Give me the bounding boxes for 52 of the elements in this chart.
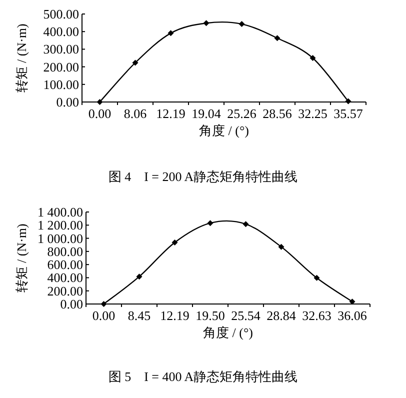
y-tick-label: 0.00	[60, 296, 83, 312]
point	[274, 35, 280, 42]
x-tick-label: 25.26	[227, 106, 257, 121]
point	[96, 99, 103, 105]
point	[345, 98, 352, 104]
y-tick-label: 500.00	[43, 6, 79, 22]
point	[168, 30, 174, 36]
point	[314, 274, 320, 281]
x-tick-label: 32.25	[298, 106, 328, 121]
text: 图 4 I = 200 A静态矩角特性曲线	[108, 169, 298, 184]
x-tick-label: 8.45	[128, 308, 151, 323]
point	[238, 21, 245, 28]
y-tick-label: 400.00	[43, 24, 79, 40]
point	[310, 55, 316, 61]
y-tick-label: 200.00	[43, 59, 79, 74]
point	[100, 301, 107, 307]
text: 图 5 I = 400 A静态矩角特性曲线	[108, 369, 298, 384]
x-axis-title: 角度 / (°)	[199, 123, 249, 138]
x-tick-label: 19.50	[196, 308, 225, 323]
point	[172, 239, 178, 246]
point	[203, 20, 210, 26]
point	[349, 298, 356, 305]
x-axis-title: 角度 / (°)	[203, 325, 253, 340]
x-tick-label: 28.84	[266, 308, 296, 323]
y-tick-label: 1 200.00	[38, 218, 83, 233]
x-tick-label: 28.56	[262, 106, 292, 121]
y-axis-title: 转矩 / (N·m)	[14, 224, 29, 292]
point	[278, 244, 284, 250]
y-tick-label: 300.00	[43, 42, 79, 57]
x-tick-label: 0.00	[92, 308, 116, 323]
x-tick-label: 0.00	[88, 106, 112, 121]
x-tick-label: 12.19	[156, 106, 186, 121]
y-tick-label: 600.00	[47, 257, 83, 272]
point	[207, 220, 214, 226]
x-tick-label: 35.57	[334, 106, 364, 121]
x-tick-label: 19.04	[192, 106, 222, 121]
y-tick-label: 200.00	[47, 283, 83, 298]
y-tick-label: 100.00	[43, 76, 79, 92]
point	[136, 274, 142, 280]
y-axis-title: 转矩 / (N·m)	[14, 24, 29, 92]
point	[242, 221, 249, 228]
x-tick-label: 36.06	[338, 308, 368, 323]
y-tick-label: 800.00	[47, 244, 83, 259]
y-tick-label: 1 400.00	[38, 204, 83, 220]
y-tick-label: 0.00	[56, 94, 79, 110]
x-tick-label: 12.19	[160, 308, 190, 323]
y-tick-label: 1 000.00	[38, 230, 83, 246]
point	[132, 60, 138, 66]
x-tick-label: 32.63	[302, 308, 332, 323]
y-tick-label: 400.00	[47, 270, 83, 286]
x-tick-label: 8.06	[124, 106, 148, 121]
x-tick-label: 25.54	[231, 308, 261, 323]
